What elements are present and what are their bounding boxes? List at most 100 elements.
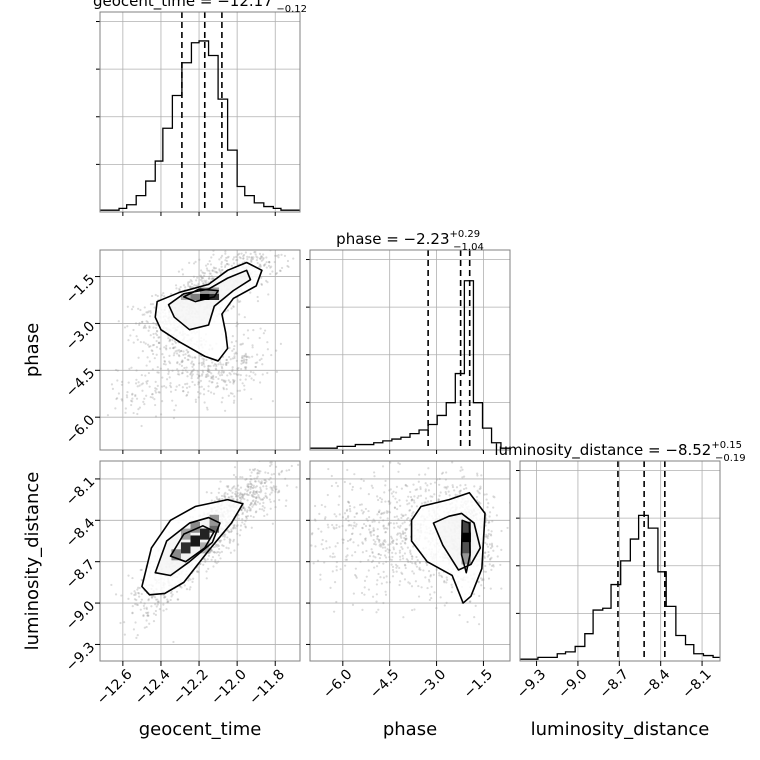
sample-point bbox=[233, 344, 236, 348]
sample-point bbox=[145, 619, 148, 622]
sample-point bbox=[361, 608, 364, 611]
sample-point bbox=[234, 487, 237, 490]
sample-point bbox=[252, 484, 255, 487]
sample-point bbox=[280, 253, 283, 256]
sample-point bbox=[196, 370, 199, 373]
sample-point bbox=[240, 509, 243, 512]
sample-point bbox=[220, 262, 223, 266]
sample-point bbox=[288, 468, 291, 472]
sample-point bbox=[178, 363, 181, 366]
sample-point bbox=[232, 256, 236, 259]
sample-point bbox=[359, 533, 362, 536]
sample-point bbox=[143, 403, 146, 406]
sample-point bbox=[384, 531, 387, 534]
sample-point bbox=[174, 350, 177, 353]
sample-point bbox=[490, 568, 493, 571]
sample-point bbox=[480, 584, 483, 587]
sample-point bbox=[387, 500, 390, 503]
sample-point bbox=[116, 397, 119, 400]
sample-point bbox=[275, 465, 278, 468]
sample-point bbox=[398, 499, 401, 502]
sample-point bbox=[243, 384, 246, 387]
sample-point bbox=[438, 483, 441, 486]
sample-point bbox=[120, 383, 124, 386]
sample-point bbox=[190, 370, 193, 374]
title-text: phase = −2.23+0.29 −1.04 bbox=[336, 229, 484, 253]
sample-point bbox=[265, 261, 268, 264]
sample-point bbox=[254, 365, 258, 369]
sample-point bbox=[224, 491, 227, 494]
sample-point bbox=[482, 570, 485, 573]
sample-point bbox=[269, 500, 272, 504]
sample-point bbox=[489, 587, 492, 590]
y-tick-label-phase: −4.5 bbox=[63, 365, 98, 400]
sample-point bbox=[489, 557, 492, 560]
sample-point bbox=[270, 473, 273, 476]
sample-point bbox=[225, 387, 228, 391]
sample-point bbox=[164, 363, 167, 366]
sample-point bbox=[488, 543, 491, 546]
sample-point bbox=[169, 598, 172, 602]
sample-point bbox=[144, 326, 147, 329]
sample-point bbox=[146, 321, 149, 324]
sample-point bbox=[346, 547, 349, 550]
sample-point bbox=[262, 485, 265, 488]
sample-point bbox=[199, 392, 202, 395]
sample-point bbox=[251, 495, 254, 498]
sample-point bbox=[172, 417, 176, 420]
sample-point bbox=[212, 550, 215, 554]
panel-title-luminosity_distance: luminosity_distance = −8.52+0.15 −0.19 bbox=[494, 440, 745, 464]
sample-point bbox=[204, 559, 207, 562]
sample-point bbox=[324, 516, 327, 519]
sample-point bbox=[248, 468, 252, 471]
sample-point bbox=[168, 360, 171, 363]
sample-point bbox=[259, 481, 262, 484]
sample-point bbox=[216, 550, 220, 554]
sample-point bbox=[397, 461, 400, 465]
sample-point bbox=[245, 358, 248, 361]
sample-point bbox=[148, 325, 151, 328]
sample-point bbox=[335, 481, 338, 484]
sample-point bbox=[244, 368, 247, 371]
sample-point bbox=[155, 334, 159, 337]
sample-point bbox=[205, 282, 208, 285]
sample-point bbox=[225, 383, 228, 387]
sample-point bbox=[207, 389, 210, 393]
sample-point bbox=[225, 256, 228, 260]
sample-point bbox=[415, 505, 419, 508]
sample-point bbox=[143, 607, 146, 610]
sample-point bbox=[395, 566, 398, 569]
sample-point bbox=[243, 361, 246, 364]
sample-point bbox=[406, 546, 409, 549]
sample-point bbox=[397, 518, 400, 521]
contour-line-2 bbox=[460, 519, 471, 574]
sample-point bbox=[451, 485, 455, 489]
sample-point bbox=[491, 545, 494, 548]
sample-point bbox=[255, 503, 258, 506]
sample-point bbox=[153, 306, 156, 309]
sample-point bbox=[375, 565, 379, 568]
sample-point bbox=[492, 565, 495, 568]
sample-point bbox=[177, 349, 181, 352]
sample-point bbox=[134, 382, 138, 385]
sample-point bbox=[252, 329, 255, 332]
sample-point bbox=[415, 555, 418, 559]
sample-point bbox=[250, 377, 253, 380]
sample-point bbox=[239, 524, 243, 527]
sample-point bbox=[284, 504, 287, 508]
sample-point bbox=[443, 604, 446, 607]
histogram-step-luminosity_distance bbox=[520, 514, 720, 660]
sample-point bbox=[486, 555, 489, 558]
sample-point bbox=[208, 370, 211, 374]
sample-point bbox=[257, 496, 260, 499]
sample-point bbox=[438, 574, 441, 577]
sample-point bbox=[339, 568, 342, 571]
sample-point bbox=[378, 509, 381, 512]
sample-point bbox=[145, 607, 148, 611]
sample-point bbox=[364, 537, 367, 541]
x-tick-label-phase: −4.5 bbox=[367, 666, 402, 701]
sample-point bbox=[249, 478, 252, 481]
sample-point bbox=[500, 529, 503, 533]
sample-point bbox=[251, 495, 255, 498]
sample-point bbox=[478, 492, 481, 495]
